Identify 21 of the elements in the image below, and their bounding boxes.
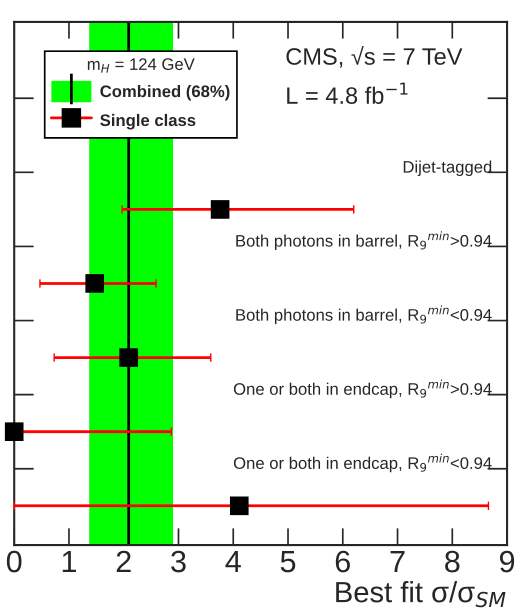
text: L = 4.8 fb$^{−1}$	[287, 82, 408, 104]
y-tick-label: Both photons in barrel, R$_{9}$$^{min}$<0.94	[236, 305, 492, 324]
x-tick-label: 8	[445, 550, 460, 572]
x-tick-label: 0	[6, 550, 22, 572]
legend-label: Single class	[100, 114, 196, 130]
y-tick-label: Dijet-tagged	[404, 160, 492, 176]
y-tick-label: One or both in endcap, R$_{9}$$^{min}$<0.94	[234, 454, 492, 472]
x-tick-label: 9	[500, 550, 514, 572]
y-tick-label: Both photons in barrel, R$_{9}$$^{min}$>0.94	[236, 231, 492, 250]
x-tick-label: 4	[225, 551, 241, 572]
x-tick-label: 1	[62, 551, 76, 572]
x-tick-label: 7	[390, 551, 404, 572]
x-tick-label: 6	[336, 550, 350, 572]
x-axis-title: Best fit σ/σ$_{SM}$	[336, 581, 506, 608]
band-label: Combined (68%)	[100, 84, 230, 101]
text: CMS, √s = 7 TeV	[286, 46, 462, 68]
x-tick-label: 2	[116, 550, 131, 572]
legend-title: m$_{H}$ = 124 GeV	[88, 58, 195, 73]
x-tick-label: 5	[280, 551, 296, 572]
y-tick-label: One or both in endcap, R$_{9}$$^{min}$>0.94	[234, 380, 492, 398]
x-tick-label: 3	[171, 550, 186, 572]
